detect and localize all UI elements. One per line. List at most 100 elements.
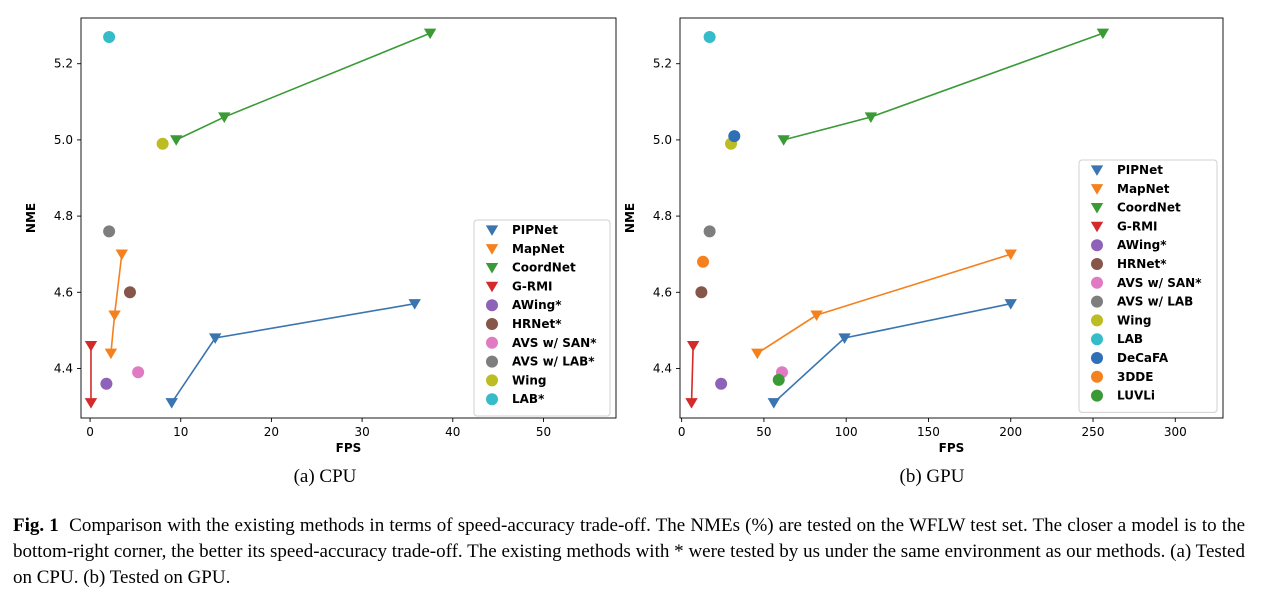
series-hrnet-: [695, 286, 708, 299]
legend-entry: G-RMI: [1117, 219, 1157, 233]
series-pipnet: [767, 299, 1017, 409]
series-coordnet: [777, 28, 1110, 146]
x-tick-label: 40: [445, 425, 460, 439]
data-point: [1004, 249, 1017, 261]
y-tick-label: 5.2: [54, 57, 73, 71]
chart-subtitle: (b) GPU: [900, 466, 965, 487]
legend-entry: AVS w/ SAN*: [1117, 276, 1202, 290]
x-tick-label: 0: [86, 425, 94, 439]
series-lab-: [103, 31, 116, 44]
legend-entry: LAB: [1117, 332, 1143, 346]
legend-entry: CoordNet: [1117, 201, 1181, 215]
caption-text: Comparison with the existing methods in …: [13, 515, 1246, 588]
y-axis-label: NME: [623, 203, 637, 233]
data-point: [685, 398, 698, 409]
data-point: [697, 255, 710, 268]
legend-marker: [1090, 221, 1104, 233]
series-avs-w-lab-: [103, 225, 116, 238]
data-point: [703, 225, 716, 238]
series-avs-w-lab: [703, 225, 716, 238]
data-point: [104, 348, 118, 360]
legend-marker: [1091, 314, 1103, 327]
legend-entry: MapNet: [512, 242, 565, 256]
x-tick-label: 30: [354, 425, 369, 439]
data-point: [703, 31, 716, 44]
series-line: [690, 345, 694, 403]
legend-marker: [486, 393, 498, 406]
legend-entry: 3DDE: [1117, 370, 1153, 384]
series-g-rmi: [685, 340, 700, 409]
plot-frame: [679, 17, 1224, 419]
series-decafa: [728, 130, 741, 143]
x-axis-label: FPS: [336, 441, 362, 455]
data-point: [103, 31, 116, 44]
legend-marker: [1090, 165, 1104, 176]
legend-marker: [1091, 370, 1103, 383]
data-point: [751, 348, 764, 360]
x-tick-label: 200: [999, 425, 1022, 439]
series-wing: [156, 137, 169, 150]
y-tick-label: 5.0: [653, 133, 672, 147]
legend-marker: [1091, 389, 1103, 402]
gpu-chart: 0 50 100 150 200 250 300 4.4 4.6 4.8 5.0 5.2 FPS NME P…: [623, 17, 1224, 487]
legend-marker: [486, 318, 498, 330]
y-tick-label: 4.8: [653, 209, 672, 223]
legend-entry: AVS w/ LAB: [1117, 295, 1193, 309]
data-point: [165, 398, 178, 409]
data-point: [209, 333, 222, 344]
y-tick-label: 5.0: [54, 133, 73, 147]
series-avs-w-san-: [132, 366, 145, 379]
legend: PIPNet MapNet CoordNet G-RMI AWing* HRNet* AVS…: [1078, 159, 1218, 413]
series-line: [175, 32, 431, 141]
legend-entry: HRNet*: [1117, 257, 1167, 271]
series-mapnet: [751, 249, 1017, 360]
data-point: [115, 249, 129, 261]
x-tick-label: 150: [917, 425, 940, 439]
x-tick-label: 0: [678, 425, 686, 439]
legend: PIPNet MapNet CoordNet G-RMI AWing* HRNet* AVS…: [473, 219, 611, 417]
legend-marker: [485, 281, 499, 293]
legend-entry: AVS w/ LAB*: [512, 355, 595, 369]
legend-marker: [486, 299, 498, 312]
data-point: [218, 112, 231, 123]
legend-marker: [1091, 258, 1103, 270]
data-point: [1096, 28, 1110, 40]
data-point: [686, 340, 700, 352]
data-point: [810, 310, 823, 322]
data-point: [728, 130, 741, 143]
legend-entry: Wing: [1117, 313, 1151, 327]
y-tick-label: 4.6: [653, 285, 672, 299]
y-tick-label: 4.4: [54, 361, 73, 375]
legend-marker: [1090, 184, 1104, 195]
series-awing-: [715, 377, 728, 390]
series-hrnet-: [123, 286, 136, 299]
legend-entry: CoordNet: [512, 261, 576, 275]
caption-label: Fig. 1: [13, 515, 59, 536]
data-point: [777, 135, 790, 146]
legend-marker: [485, 244, 499, 255]
legend-box: [1078, 159, 1218, 413]
legend-box: [473, 219, 611, 417]
legend-entry: LUVLi: [1117, 389, 1155, 403]
data-point: [103, 225, 116, 238]
legend-marker: [1090, 202, 1104, 214]
legend-marker: [1091, 333, 1103, 346]
data-point: [864, 112, 878, 123]
legend-marker: [1091, 295, 1103, 308]
legend-entry: PIPNet: [1117, 163, 1163, 177]
data-point: [772, 373, 785, 386]
legend-entry: MapNet: [1117, 182, 1170, 196]
data-point: [156, 137, 169, 150]
legend-marker: [1091, 276, 1103, 289]
y-tick-label: 4.6: [54, 285, 73, 299]
series-line: [756, 253, 1011, 354]
series-awing-: [100, 377, 113, 390]
series-lab: [703, 31, 716, 44]
chart-subtitle: (a) CPU: [294, 466, 357, 487]
y-axis-label: NME: [24, 203, 38, 233]
cpu-chart: 0 10 20 30 40 50 4.4 4.6 4.8 5.0 5.2 FPS NME PIPNet Ma…: [24, 17, 617, 487]
x-tick-label: 50: [536, 425, 551, 439]
legend-entry: AWing*: [512, 298, 562, 312]
data-point: [695, 286, 708, 299]
legend-marker: [486, 355, 498, 368]
